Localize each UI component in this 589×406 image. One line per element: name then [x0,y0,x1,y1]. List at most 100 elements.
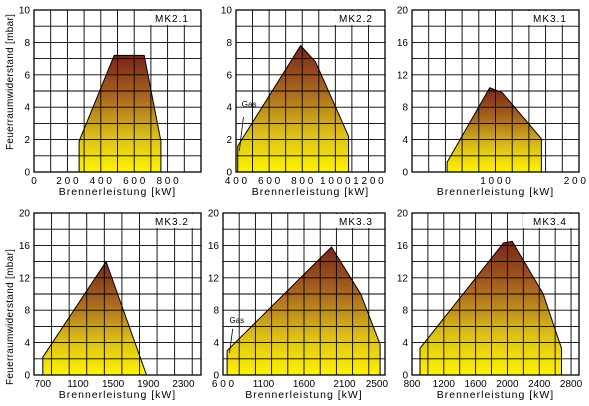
annotation-label: Gas [229,316,244,325]
y-tick-label: 10 [221,6,233,17]
chart-title: MK3.4 [533,217,567,228]
chart-panel-5: MK3.3 Gas 0 4 8 12 16 20 6 0 0 1100 1600 2100 2500 Br… [208,209,389,402]
chart-title: MK3.2 [155,217,189,228]
y-axis-label-bottom: Feuerraumwiderstand [mbar] [5,249,16,385]
x-tick-label: 2 0 0 [56,176,79,187]
title-box [523,214,577,228]
x-tick-label: 2500 [366,379,389,390]
x-axis-label: Brennerleistung [kW] [437,186,554,198]
y-tick-label: 4 [402,338,408,349]
y-tick-label: 0 [226,168,232,179]
y-tick-label: 12 [397,70,409,81]
x-tick-label: 700 [34,379,51,390]
annotation-leader [229,328,234,354]
chart-title: MK3.3 [339,217,373,228]
x-tick-label: 2100 [333,379,356,390]
y-tick-label: 10 [19,6,31,17]
x-axis-label: Brennerleistung [kW] [59,389,176,401]
y-tick-label: 8 [24,306,30,317]
x-tick-label: 8 0 0 [291,176,314,187]
x-tick-label: 2300 [172,379,195,390]
y-tick-label: 20 [19,209,31,220]
y-tick-label: 8 [402,306,408,317]
y-tick-label: 16 [19,241,31,252]
y-tick-label: 0 [24,168,30,179]
x-axis-label: Brennerleistung [kW] [59,186,176,198]
chart-title: MK3.1 [533,14,567,25]
x-tick-label: 1200 [433,379,456,390]
x-tick-label: 8 0 0 [156,176,179,187]
chart-panel-4: MK3.2 0 4 8 12 16 20 700 1100 1500 1900 2300Brenner… [19,209,202,401]
operating-range-area [42,260,148,376]
y-tick-label: 20 [397,209,409,220]
annotation-leader [238,116,244,151]
chart-title: MK2.1 [155,14,189,25]
x-tick-label: 2000 [496,379,519,390]
y-tick-label: 8 [24,38,30,49]
y-axis-label-top: Feuerraumwiderstand [mbar] [5,14,16,150]
x-tick-label: 4 0 0 [225,176,248,187]
x-tick-label: 1 0 0 0 [480,176,511,187]
y-tick-label: 0 [402,168,408,179]
y-tick-label: 16 [208,241,220,252]
y-tick-label: 12 [208,273,220,284]
x-tick-label: 4 0 0 [90,176,113,187]
y-tick-label: 0 [24,371,30,382]
y-tick-label: 8 [226,38,232,49]
x-tick-label: 2800 [560,379,583,390]
x-tick-label: 1900 [137,379,160,390]
x-axis-label: Brennerleistung [kW] [245,389,362,401]
title-box [145,11,199,25]
plot-frame [222,212,386,376]
y-tick-label: 6 [226,70,232,81]
y-tick-label: 8 [213,306,219,317]
y-tick-label: 2 [24,135,30,146]
x-tick-label: 2 0 0 0 [564,176,589,187]
x-axis-label: Brennerleistung [kW] [252,186,369,198]
y-tick-label: 6 [24,70,30,81]
y-tick-label: 4 [213,338,219,349]
y-tick-label: 16 [397,241,409,252]
x-axis-label: Brennerleistung [kW] [437,389,554,401]
x-tick-label: 1600 [293,379,316,390]
y-tick-label: 4 [24,103,30,114]
x-tick-label: 1 2 0 0 [353,176,384,187]
operating-range-area [446,87,542,173]
plot-frame [411,9,580,173]
y-tick-label: 20 [208,209,220,220]
chart-panel-1: MK2.1 0 2 4 6 8 10 0 2 0 0 4 0 0 6 0 0 8 0 0Brenner… [19,6,202,198]
plot-frame [33,9,202,173]
y-tick-label: 4 [226,103,232,114]
chart-panel-6: MK3.4 0 4 8 12 16 20 800 1200 1600 2000 2400 2800 Bre… [397,209,583,402]
plot-frame [33,212,202,376]
plot-frame [235,9,386,173]
title-box [145,214,199,228]
title-box [329,11,383,25]
x-tick-label: 1500 [102,379,125,390]
y-tick-label: 4 [402,135,408,146]
y-tick-label: 12 [397,273,409,284]
y-tick-label: 0 [213,371,219,382]
annotation-label: Gas [242,100,257,109]
x-tick-label: 2400 [528,379,551,390]
x-tick-label: 0 [31,176,37,187]
y-tick-label: 12 [19,273,31,284]
y-tick-label: 16 [397,38,409,49]
title-box [329,214,383,228]
operating-range-area [419,240,562,376]
x-tick-label: 1600 [464,379,487,390]
y-tick-label: 4 [24,338,30,349]
y-tick-label: 0 [402,371,408,382]
operating-range-area [78,54,162,173]
y-tick-label: 2 [226,135,232,146]
x-tick-label: 6 0 0 [212,379,235,390]
x-tick-label: 1100 [67,379,89,390]
chart-title: MK2.2 [339,14,373,25]
x-tick-label: 6 0 0 [258,176,281,187]
y-tick-label: 8 [402,103,408,114]
x-tick-label: 1100 [253,379,275,390]
y-tick-label: 20 [397,6,409,17]
